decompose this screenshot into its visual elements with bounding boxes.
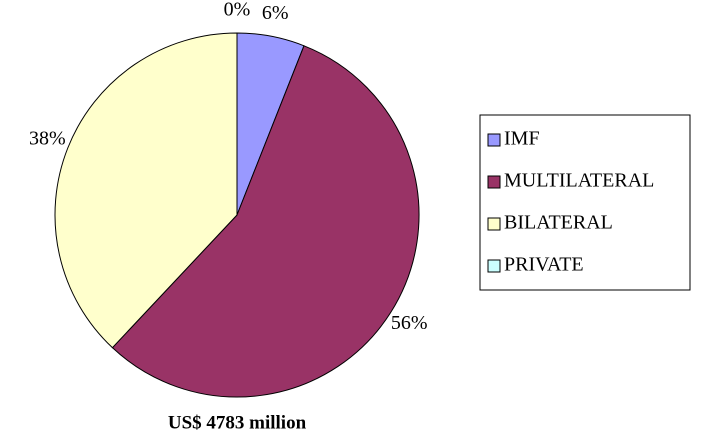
legend: IMF MULTILATERAL BILATERAL PRIVATE: [487, 128, 654, 276]
data-label: 0%: [224, 0, 251, 21]
caption: US$ 4783 million: [168, 412, 307, 433]
legend-swatch: [487, 217, 501, 231]
data-label: 38%: [29, 127, 66, 149]
legend-label: MULTILATERAL: [504, 170, 654, 192]
pie-slice: [54, 32, 238, 349]
legend-swatch: [487, 259, 501, 273]
data-label: 6%: [262, 2, 289, 24]
legend-box: [479, 114, 691, 291]
legend-label: BILATERAL: [504, 212, 613, 234]
legend-label: IMF: [504, 128, 540, 150]
pie-slice: [111, 45, 420, 398]
legend-label: PRIVATE: [504, 254, 584, 276]
legend-swatch: [487, 133, 501, 147]
data-label: 56%: [391, 312, 428, 334]
legend-swatch: [487, 175, 501, 189]
